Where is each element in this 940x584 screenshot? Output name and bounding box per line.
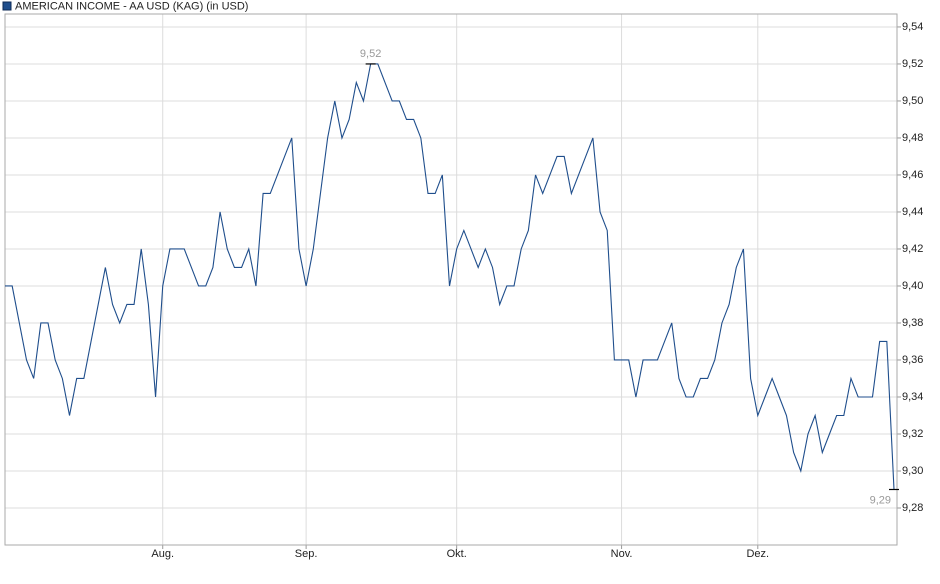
y-tick-label: 9,42 xyxy=(902,243,923,255)
y-tick-label: 9,44 xyxy=(902,206,923,218)
y-tick-label: 9,34 xyxy=(902,391,923,403)
plot-frame xyxy=(4,13,898,546)
y-tick-label: 9,48 xyxy=(902,132,923,144)
y-tick-label: 9,30 xyxy=(902,465,923,477)
legend-swatch xyxy=(2,1,12,11)
y-tick-label: 9,38 xyxy=(902,317,923,329)
y-tick-label: 9,36 xyxy=(902,354,923,366)
y-tick-label: 9,54 xyxy=(902,21,923,33)
x-tick-label: Okt. xyxy=(447,548,467,560)
x-tick-label: Aug. xyxy=(151,548,174,560)
y-tick-label: 9,32 xyxy=(902,428,923,440)
price-line xyxy=(5,63,895,490)
y-tick-label: 9,28 xyxy=(902,502,923,514)
y-tick-label: 9,40 xyxy=(902,280,923,292)
y-tick-label: 9,50 xyxy=(902,95,923,107)
x-tick-label: Sep. xyxy=(295,548,318,560)
x-tick-label: Dez. xyxy=(746,548,769,560)
value-label: 9,52 xyxy=(360,48,381,60)
y-tick-label: 9,52 xyxy=(902,58,923,70)
y-tick-label: 9,46 xyxy=(902,169,923,181)
x-tick-label: Nov. xyxy=(611,548,633,560)
legend-label: AMERICAN INCOME - AA USD (KAG) (in USD) xyxy=(15,0,248,12)
value-label: 9,29 xyxy=(870,494,891,506)
